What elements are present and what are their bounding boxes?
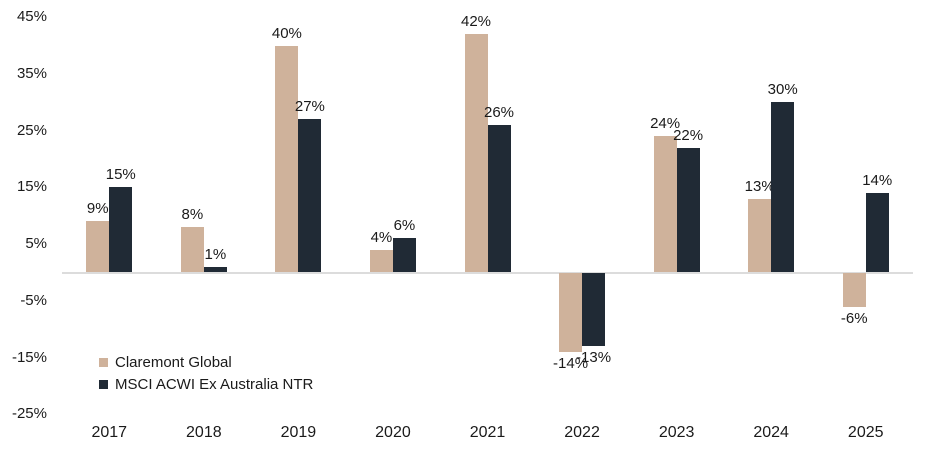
value-label-msci-2025: 14%	[862, 172, 893, 190]
bar-msci-2018	[203, 266, 227, 273]
bar-msci-2017	[109, 187, 133, 273]
bar-claremont-2018	[180, 227, 204, 273]
value-label-msci-2018: 1%	[204, 245, 227, 263]
legend-swatch-icon	[99, 380, 108, 389]
legend: Claremont Global MSCI ACWI Ex Australia N…	[99, 354, 313, 393]
x-axis-label-2023: 2023	[658, 424, 695, 441]
y-tick-label: 15%	[16, 178, 47, 196]
x-axis-label-2019: 2019	[280, 424, 317, 441]
bar-msci-2023	[676, 147, 700, 273]
value-label-msci-2021: 26%	[483, 104, 515, 122]
y-tick-label: -5%	[20, 291, 47, 309]
y-tick-label: 25%	[16, 121, 47, 139]
value-label-claremont-2019: 40%	[271, 24, 302, 42]
x-axis-label-2022: 2022	[564, 424, 600, 441]
bar-claremont-2017	[86, 221, 110, 273]
y-tick-label: 5%	[25, 235, 47, 253]
value-label-claremont-2024: 13%	[744, 177, 775, 195]
value-label-claremont-2017: 9%	[86, 200, 109, 218]
x-axis-label-2017: 2017	[91, 424, 128, 441]
value-label-msci-2023: 22%	[673, 126, 704, 144]
legend-item-claremont-global: Claremont Global	[99, 354, 313, 371]
bar-msci-2025	[865, 193, 889, 273]
x-axis-label-2021: 2021	[469, 424, 506, 441]
bar-msci-2024	[771, 102, 795, 273]
value-label-msci-2024: 30%	[767, 81, 798, 99]
bar-msci-2019	[298, 119, 322, 273]
x-axis-label-2025: 2025	[847, 424, 884, 441]
bar-claremont-2021	[464, 34, 488, 273]
y-tick-label: 45%	[16, 8, 47, 26]
bar-claremont-2024	[748, 198, 772, 273]
value-label-claremont-2020: 4%	[370, 228, 393, 246]
legend-swatch-icon	[99, 358, 108, 367]
value-label-claremont-2018: 8%	[181, 206, 204, 224]
x-axis-label-2024: 2024	[753, 424, 789, 441]
x-axis-label-2020: 2020	[375, 424, 411, 441]
bar-claremont-2020	[369, 249, 393, 273]
y-tick-label: 35%	[16, 65, 47, 83]
y-tick-label: -25%	[11, 405, 47, 423]
legend-label: Claremont Global	[115, 354, 232, 371]
legend-label: MSCI ACWI Ex Australia NTR	[115, 376, 314, 393]
value-label-msci-2020: 6%	[393, 217, 416, 235]
value-label-claremont-2022: -14%	[553, 354, 589, 372]
value-label-msci-2017: 15%	[105, 166, 136, 184]
value-label-claremont-2023: 24%	[650, 115, 681, 133]
y-tick-label: -15%	[11, 348, 47, 366]
bar-claremont-2023	[653, 136, 677, 273]
legend-item-msci-acwi: MSCI ACWI Ex Australia NTR	[99, 376, 313, 393]
bar-msci-2021	[487, 125, 511, 273]
bar-msci-2020	[392, 238, 416, 273]
bar-claremont-2025	[842, 272, 866, 307]
bar-msci-2022	[582, 272, 606, 347]
value-label-claremont-2025: -6%	[840, 309, 868, 327]
zero-axis-line	[62, 271, 913, 274]
x-axis-label-2018: 2018	[186, 424, 222, 441]
value-label-claremont-2021: 42%	[460, 13, 492, 31]
bar-claremont-2019	[275, 45, 299, 273]
value-label-msci-2022: -13%	[576, 349, 612, 367]
value-label-msci-2019: 27%	[294, 98, 325, 116]
bar-claremont-2022	[559, 272, 583, 352]
